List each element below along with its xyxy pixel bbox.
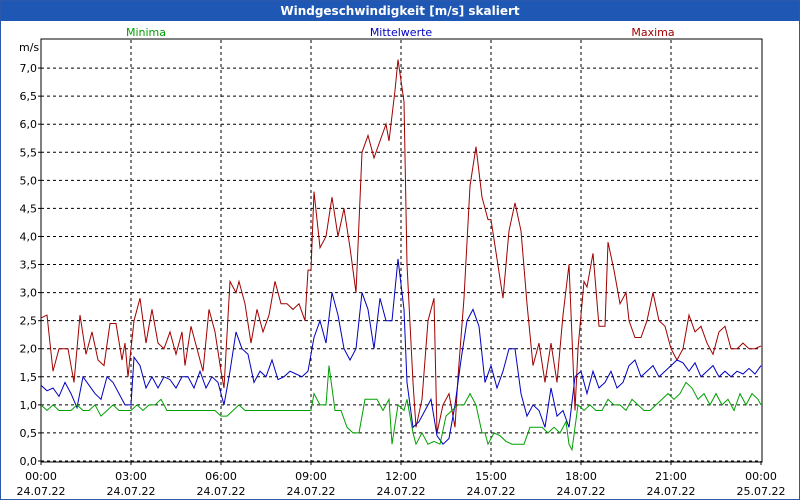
y-tick-label: 3,5 bbox=[20, 259, 38, 272]
y-tick-label: 2,0 bbox=[20, 343, 38, 356]
x-tick-time: 00:00 bbox=[25, 470, 57, 483]
x-tick-time: 21:00 bbox=[655, 470, 687, 483]
x-tick-date: 24.07.22 bbox=[557, 485, 606, 498]
y-tick-label: 3,0 bbox=[20, 287, 38, 300]
x-tick-date: 24.07.22 bbox=[647, 485, 696, 498]
y-tick-label: 5,0 bbox=[20, 174, 38, 187]
y-tick-label: 4,0 bbox=[20, 230, 38, 243]
y-tick-label: 5,5 bbox=[20, 146, 38, 159]
x-tick-time: 09:00 bbox=[295, 470, 327, 483]
x-tick-date: 24.07.22 bbox=[467, 485, 516, 498]
y-tick-label: 1,5 bbox=[20, 371, 38, 384]
y-tick-label: 6,5 bbox=[20, 90, 38, 103]
x-tick-date: 24.07.22 bbox=[197, 485, 246, 498]
x-tick-date: 24.07.22 bbox=[377, 485, 426, 498]
x-tick-time: 18:00 bbox=[565, 470, 597, 483]
x-tick-date: 25.07.22 bbox=[737, 485, 786, 498]
y-axis-unit: m/s bbox=[19, 41, 39, 54]
x-tick-time: 06:00 bbox=[205, 470, 237, 483]
x-tick-time: 00:00 bbox=[745, 470, 777, 483]
x-tick-time: 12:00 bbox=[385, 470, 417, 483]
y-tick-label: 0,5 bbox=[20, 427, 38, 440]
legend-maxima: Maxima bbox=[631, 26, 674, 39]
y-tick-label: 6,0 bbox=[20, 118, 38, 131]
series-line-minima bbox=[40, 365, 762, 452]
series-line-maxima bbox=[40, 59, 762, 434]
x-tick-time: 15:00 bbox=[475, 470, 507, 483]
x-tick-time: 03:00 bbox=[115, 470, 147, 483]
x-tick-date: 24.07.22 bbox=[287, 485, 336, 498]
y-tick-label: 0,0 bbox=[20, 455, 38, 468]
y-tick-label: 1,0 bbox=[20, 399, 38, 412]
series-line-mittelwerte bbox=[40, 258, 762, 445]
chart-title: Windgeschwindigkeit [m/s] skaliert bbox=[1, 1, 799, 21]
x-tick-date: 24.07.22 bbox=[107, 485, 156, 498]
legend-mittelwerte: Mittelwerte bbox=[370, 26, 433, 39]
x-tick-date: 24.07.22 bbox=[17, 485, 66, 498]
y-tick-label: 2,5 bbox=[20, 315, 38, 328]
legend-minima: Minima bbox=[126, 26, 166, 39]
y-tick-label: 7,0 bbox=[20, 62, 38, 75]
y-tick-label: 4,5 bbox=[20, 202, 38, 215]
